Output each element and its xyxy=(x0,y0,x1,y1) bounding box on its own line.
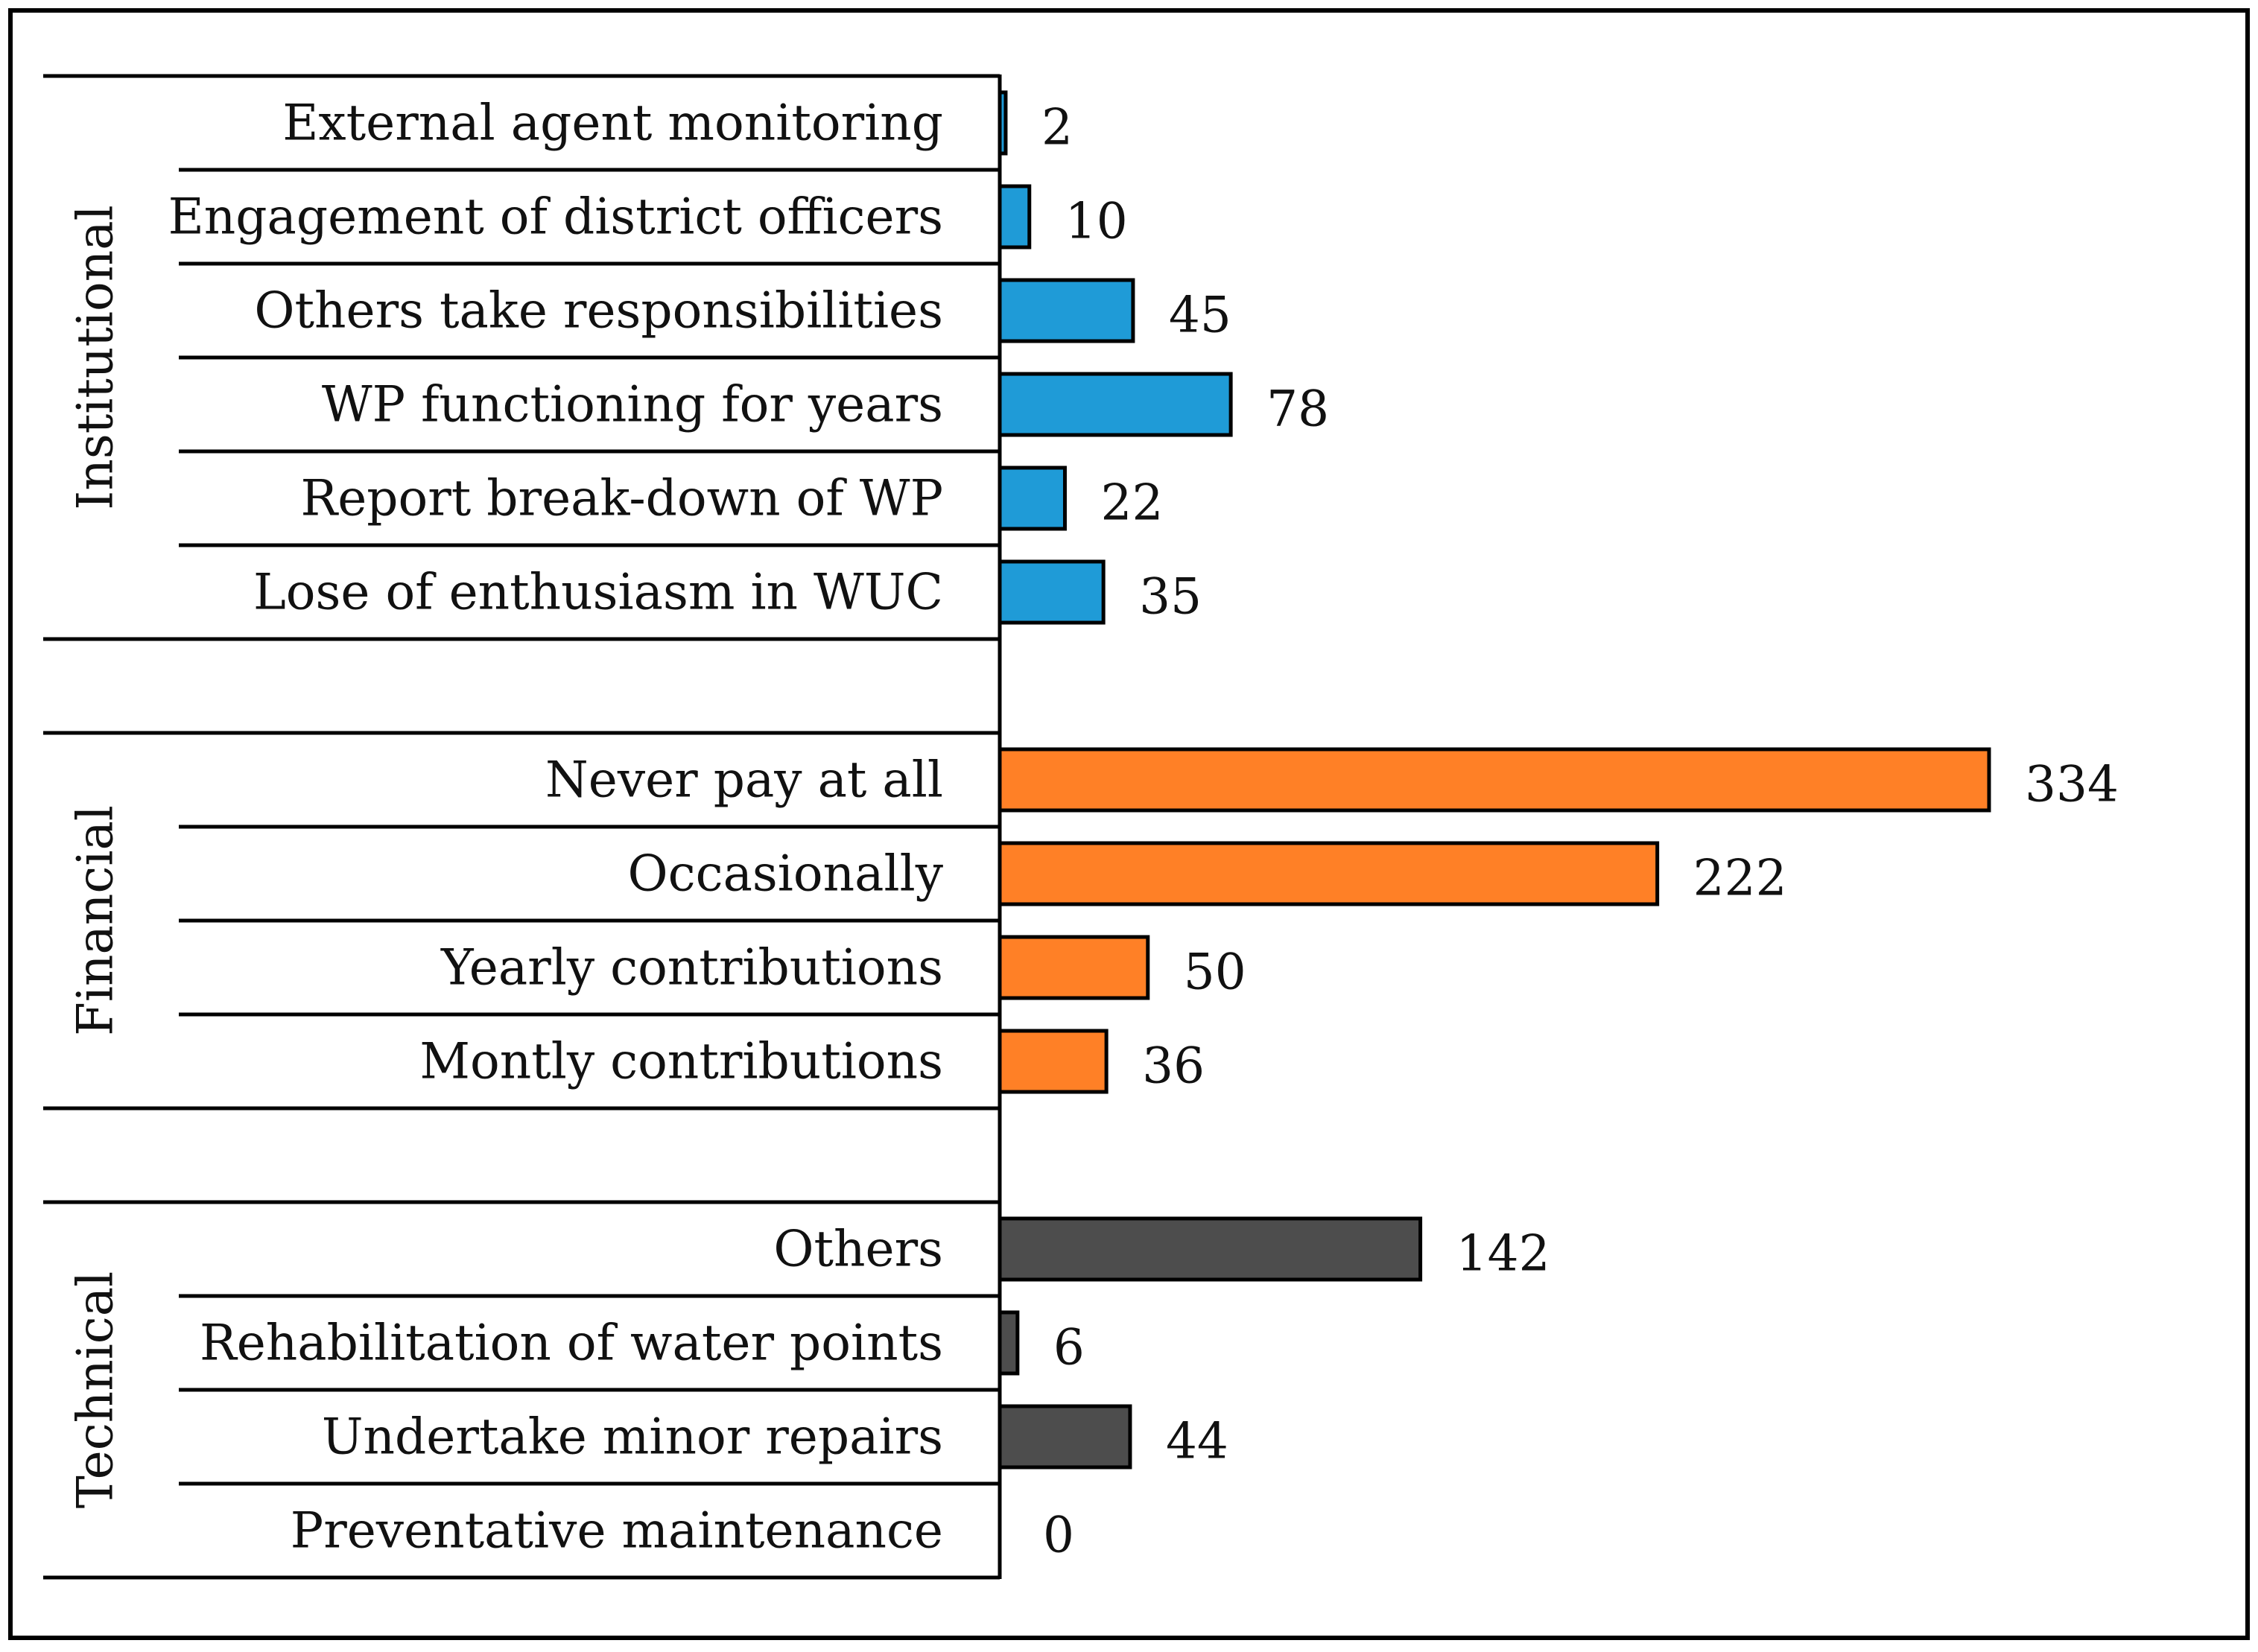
bar-others-take-responsibilities xyxy=(998,278,1135,343)
bar-montly-contributions xyxy=(998,1029,1109,1094)
bar-never-pay-at-all xyxy=(998,747,1991,813)
group-label-technical: Technical xyxy=(67,1271,124,1508)
bar-yearly-contributions xyxy=(998,935,1150,1000)
value-label-others-take-responsibilities: 45 xyxy=(1169,287,1231,344)
value-label-report-break-down-of-wp: 22 xyxy=(1100,474,1163,532)
category-label-yearly-contributions: Yearly contributions xyxy=(440,939,943,997)
value-label-preventative-maintenance: 0 xyxy=(1043,1507,1074,1564)
category-label-rehabilitation-of-water-points: Rehabilitation of water points xyxy=(200,1315,943,1372)
bar-others xyxy=(998,1216,1423,1282)
chart-frame xyxy=(8,8,2250,1640)
value-label-never-pay-at-all: 334 xyxy=(2025,756,2119,813)
value-label-rehabilitation-of-water-points: 6 xyxy=(1053,1319,1085,1376)
group-label-institutional: Institutional xyxy=(67,205,124,509)
category-label-others-take-responsibilities: Others take responsibilities xyxy=(254,282,943,340)
value-label-yearly-contributions: 50 xyxy=(1184,944,1246,1001)
value-label-engagement-of-district-officers: 10 xyxy=(1065,193,1128,250)
bar-engagement-of-district-officers xyxy=(998,184,1032,250)
bars-layer xyxy=(998,90,1991,1470)
category-label-lose-of-enthusiasm-in-wuc: Lose of enthusiasm in WUC xyxy=(253,564,943,621)
group-label-financial: Financial xyxy=(67,805,124,1036)
bar-occasionally xyxy=(998,841,1660,906)
bar-report-break-down-of-wp xyxy=(998,466,1067,531)
bar-wp-functioning-for-years xyxy=(998,372,1233,437)
category-label-montly-contributions: Montly contributions xyxy=(419,1033,943,1090)
table-lines xyxy=(43,74,1002,1580)
value-label-occasionally: 222 xyxy=(1693,850,1787,907)
labels-layer: Institutional External agent monitoring 2 E… xyxy=(67,95,2119,1564)
category-label-report-break-down-of-wp: Report break-down of WP xyxy=(301,470,943,527)
category-label-external-agent-monitoring: External agent monitoring xyxy=(282,95,943,152)
bar-rehabilitation-of-water-points xyxy=(998,1310,1020,1376)
category-label-wp-functioning-for-years: WP functioning for years xyxy=(322,376,943,433)
bar-undertake-minor-repairs xyxy=(998,1404,1132,1470)
value-label-others: 142 xyxy=(1456,1225,1550,1283)
value-label-lose-of-enthusiasm-in-wuc: 35 xyxy=(1139,568,1202,626)
category-label-undertake-minor-repairs: Undertake minor repairs xyxy=(322,1408,943,1466)
bar-external-agent-monitoring xyxy=(998,90,1008,156)
value-label-undertake-minor-repairs: 44 xyxy=(1166,1413,1228,1470)
value-label-montly-contributions: 36 xyxy=(1142,1038,1205,1095)
category-label-others: Others xyxy=(773,1221,943,1278)
value-label-external-agent-monitoring: 2 xyxy=(1041,99,1073,156)
category-label-preventative-maintenance: Preventative maintenance xyxy=(291,1502,943,1560)
category-label-engagement-of-district-officers: Engagement of district officers xyxy=(168,188,943,246)
bar-lose-of-enthusiasm-in-wuc xyxy=(998,559,1106,625)
value-label-wp-functioning-for-years: 78 xyxy=(1266,381,1329,438)
category-label-occasionally: Occasionally xyxy=(628,845,944,903)
category-label-never-pay-at-all: Never pay at all xyxy=(545,752,943,809)
